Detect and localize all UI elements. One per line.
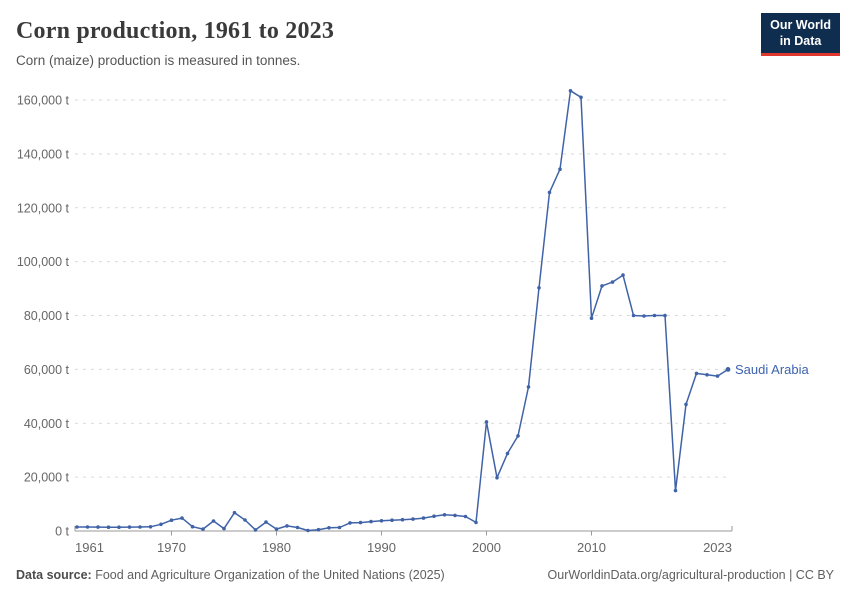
y-axis-label: 80,000 t bbox=[24, 309, 70, 323]
data-point bbox=[201, 527, 205, 531]
data-point bbox=[600, 284, 604, 288]
data-point bbox=[453, 513, 457, 518]
x-axis-label: 1961 bbox=[75, 540, 104, 555]
owid-logo-line1: Our World bbox=[770, 18, 831, 32]
data-point bbox=[432, 514, 436, 518]
data-source-note: Data source: Food and Agriculture Organi… bbox=[16, 568, 445, 582]
data-point bbox=[589, 316, 594, 321]
data-point bbox=[75, 525, 79, 529]
data-point bbox=[705, 373, 709, 377]
data-point bbox=[138, 525, 142, 529]
data-point bbox=[390, 518, 394, 522]
owid-logo-line2: in Data bbox=[779, 33, 822, 48]
data-source-label: Data source: bbox=[16, 568, 92, 582]
data-point bbox=[127, 525, 132, 529]
y-axis-label: 100,000 t bbox=[17, 255, 70, 269]
data-point bbox=[673, 488, 678, 493]
trend-line bbox=[77, 90, 729, 532]
data-point bbox=[232, 510, 237, 515]
data-point bbox=[348, 521, 352, 525]
data-source-text: Food and Agriculture Organization of the… bbox=[91, 568, 445, 582]
data-point bbox=[558, 167, 562, 171]
data-point bbox=[400, 517, 405, 522]
data-point bbox=[369, 519, 373, 524]
y-axis-label: 140,000 t bbox=[17, 147, 70, 161]
data-point bbox=[316, 527, 321, 532]
data-point bbox=[725, 367, 731, 372]
data-point bbox=[148, 525, 153, 529]
data-point bbox=[684, 402, 688, 407]
data-point bbox=[117, 525, 121, 529]
data-point bbox=[526, 385, 531, 389]
data-point bbox=[516, 434, 520, 438]
data-point bbox=[495, 475, 499, 480]
data-point bbox=[421, 516, 426, 520]
data-point bbox=[106, 525, 111, 529]
data-point bbox=[264, 520, 268, 524]
data-point bbox=[285, 524, 289, 528]
data-point bbox=[474, 520, 478, 525]
data-point bbox=[159, 522, 163, 527]
data-point bbox=[190, 524, 195, 529]
data-point bbox=[547, 190, 552, 195]
chart-footer: Data source: Food and Agriculture Organi… bbox=[16, 568, 834, 582]
x-axis-label: 1980 bbox=[262, 540, 291, 555]
data-point bbox=[253, 528, 258, 532]
data-point bbox=[568, 89, 573, 93]
x-axis-label: 1970 bbox=[157, 540, 186, 555]
y-axis-label: 120,000 t bbox=[17, 201, 70, 215]
data-point bbox=[379, 519, 384, 523]
y-axis-label: 0 t bbox=[55, 525, 69, 539]
data-point bbox=[715, 374, 720, 378]
data-point bbox=[180, 516, 184, 520]
data-point bbox=[579, 95, 583, 100]
data-point bbox=[652, 313, 657, 318]
owid-logo[interactable]: Our World in Data bbox=[761, 13, 840, 57]
data-point bbox=[358, 520, 363, 525]
data-point bbox=[537, 286, 541, 290]
data-point bbox=[663, 313, 667, 318]
data-point bbox=[169, 518, 174, 522]
x-axis-label: 2000 bbox=[472, 540, 501, 555]
data-point bbox=[337, 525, 342, 530]
data-point bbox=[243, 518, 247, 522]
data-point bbox=[222, 526, 226, 531]
series-label: Saudi Arabia bbox=[735, 362, 809, 377]
data-point bbox=[306, 528, 310, 533]
data-point bbox=[295, 525, 300, 530]
data-point bbox=[631, 313, 636, 318]
data-point bbox=[96, 525, 100, 529]
x-axis-label: 2010 bbox=[577, 540, 606, 555]
data-point bbox=[484, 420, 489, 424]
y-axis-label: 20,000 t bbox=[24, 471, 70, 485]
data-point bbox=[694, 371, 699, 376]
x-axis-label: 2023 bbox=[703, 540, 732, 555]
data-point bbox=[463, 514, 468, 519]
x-axis-label: 1990 bbox=[367, 540, 396, 555]
y-axis-label: 160,000 t bbox=[17, 94, 70, 108]
data-point bbox=[442, 513, 447, 517]
chart-subtitle: Corn (maize) production is measured in t… bbox=[16, 53, 301, 68]
data-point bbox=[327, 526, 331, 530]
data-point bbox=[505, 451, 510, 456]
data-point bbox=[211, 519, 216, 523]
y-axis-label: 60,000 t bbox=[24, 363, 70, 377]
data-point bbox=[85, 525, 90, 529]
footer-link[interactable]: OurWorldinData.org/agricultural-producti… bbox=[547, 568, 834, 582]
data-point bbox=[621, 273, 625, 277]
data-point bbox=[642, 314, 646, 318]
page-title: Corn production, 1961 to 2023 bbox=[16, 18, 335, 44]
data-point bbox=[411, 517, 415, 521]
data-point bbox=[274, 527, 279, 531]
data-point bbox=[610, 280, 615, 284]
y-axis-label: 40,000 t bbox=[24, 417, 70, 431]
